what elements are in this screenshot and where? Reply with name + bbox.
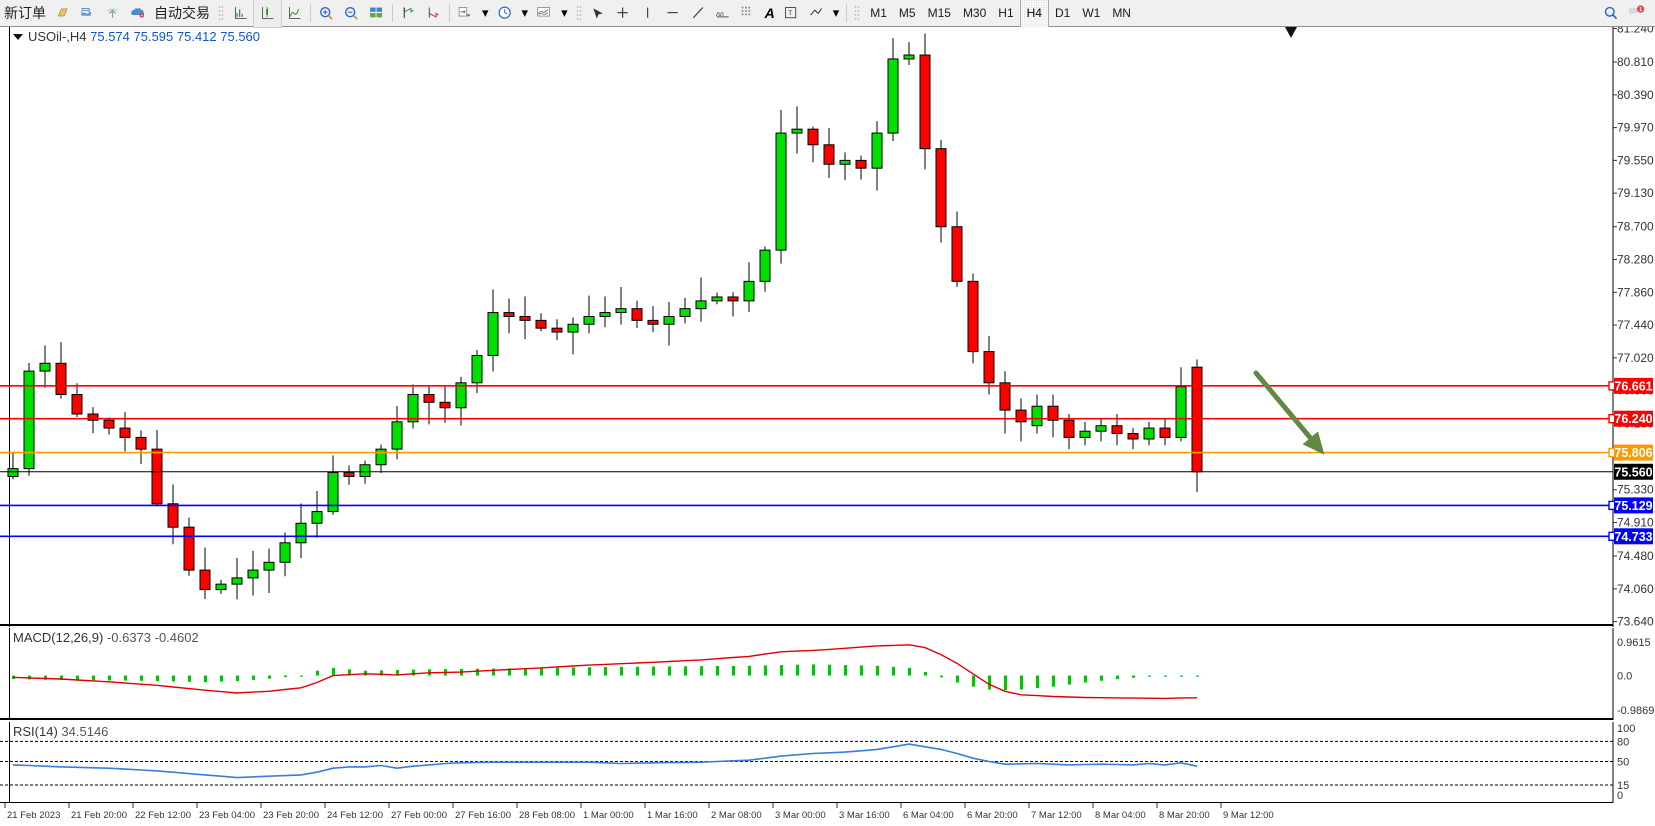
svg-text:74.480: 74.480 bbox=[1617, 549, 1654, 563]
svg-text:0.0: 0.0 bbox=[1617, 671, 1632, 683]
svg-text:22 Feb 12:00: 22 Feb 12:00 bbox=[135, 810, 191, 821]
svg-text:3 Mar 00:00: 3 Mar 00:00 bbox=[775, 810, 826, 821]
svg-text:8 Mar 04:00: 8 Mar 04:00 bbox=[1095, 810, 1146, 821]
svg-text:75.560: 75.560 bbox=[1614, 465, 1652, 479]
svg-text:80: 80 bbox=[1617, 736, 1629, 748]
svg-text:80.390: 80.390 bbox=[1617, 88, 1654, 102]
svg-text:6 Mar 20:00: 6 Mar 20:00 bbox=[967, 810, 1018, 821]
svg-text:21 Feb 2023: 21 Feb 2023 bbox=[7, 810, 60, 821]
svg-text:T: T bbox=[788, 10, 792, 17]
svg-text:50: 50 bbox=[1617, 757, 1629, 769]
svg-text:1 Mar 00:00: 1 Mar 00:00 bbox=[583, 810, 634, 821]
svg-text:73.640: 73.640 bbox=[1617, 615, 1654, 627]
svg-text:2 Mar 08:00: 2 Mar 08:00 bbox=[711, 810, 762, 821]
svg-text:3 Mar 16:00: 3 Mar 16:00 bbox=[839, 810, 890, 821]
svg-text:74.060: 74.060 bbox=[1617, 582, 1654, 596]
svg-text:21 Feb 20:00: 21 Feb 20:00 bbox=[71, 810, 127, 821]
svg-text:7 Mar 12:00: 7 Mar 12:00 bbox=[1031, 810, 1082, 821]
svg-text:78.280: 78.280 bbox=[1617, 252, 1654, 266]
svg-text:23 Feb 20:00: 23 Feb 20:00 bbox=[263, 810, 319, 821]
svg-text:6 Mar 04:00: 6 Mar 04:00 bbox=[903, 810, 954, 821]
svg-text:75.806: 75.806 bbox=[1614, 446, 1652, 460]
svg-text:77.860: 77.860 bbox=[1617, 285, 1654, 299]
svg-text:0: 0 bbox=[1617, 790, 1623, 802]
svg-text:76.661: 76.661 bbox=[1614, 379, 1652, 393]
svg-text:79.970: 79.970 bbox=[1617, 121, 1654, 135]
svg-text:-0.9869: -0.9869 bbox=[1617, 705, 1654, 717]
svg-text:76.240: 76.240 bbox=[1614, 412, 1652, 426]
svg-text:23 Feb 04:00: 23 Feb 04:00 bbox=[199, 810, 255, 821]
svg-text:100: 100 bbox=[1617, 723, 1635, 735]
svg-text:77.440: 77.440 bbox=[1617, 318, 1654, 332]
svg-text:28 Feb 08:00: 28 Feb 08:00 bbox=[519, 810, 575, 821]
svg-text:24 Feb 12:00: 24 Feb 12:00 bbox=[327, 810, 383, 821]
svg-text:75.330: 75.330 bbox=[1617, 483, 1654, 497]
svg-text:27 Feb 16:00: 27 Feb 16:00 bbox=[455, 810, 511, 821]
svg-text:9 Mar 12:00: 9 Mar 12:00 bbox=[1223, 810, 1274, 821]
svg-text:27 Feb 00:00: 27 Feb 00:00 bbox=[391, 810, 447, 821]
svg-text:1 Mar 16:00: 1 Mar 16:00 bbox=[647, 810, 698, 821]
svg-text:74.733: 74.733 bbox=[1614, 530, 1652, 544]
svg-text:78.700: 78.700 bbox=[1617, 220, 1654, 234]
svg-text:77.020: 77.020 bbox=[1617, 351, 1654, 365]
svg-text:79.130: 79.130 bbox=[1617, 186, 1654, 200]
svg-text:0.9615: 0.9615 bbox=[1617, 637, 1651, 649]
svg-text:79.550: 79.550 bbox=[1617, 153, 1654, 167]
svg-text:75.129: 75.129 bbox=[1614, 499, 1652, 513]
svg-text:81.240: 81.240 bbox=[1617, 27, 1654, 36]
svg-text:8 Mar 20:00: 8 Mar 20:00 bbox=[1159, 810, 1210, 821]
svg-text:80.810: 80.810 bbox=[1617, 55, 1654, 69]
svg-text:74.910: 74.910 bbox=[1617, 515, 1654, 529]
